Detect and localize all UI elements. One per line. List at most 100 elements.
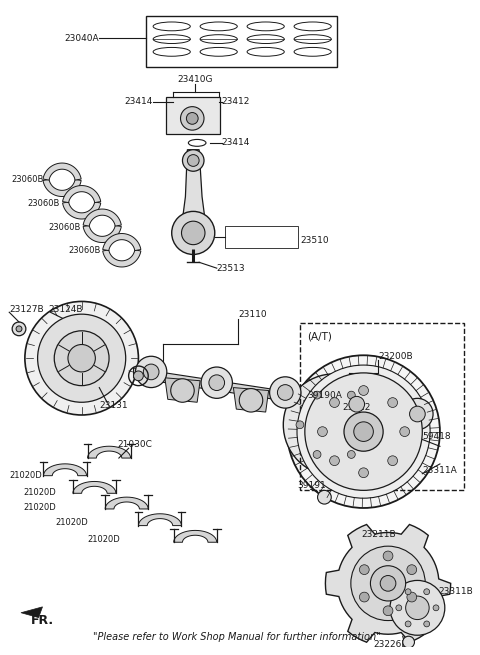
Circle shape xyxy=(383,551,393,561)
Text: 23510: 23510 xyxy=(300,236,329,245)
Text: 23414: 23414 xyxy=(222,138,250,147)
Circle shape xyxy=(277,384,293,400)
Text: 23060B: 23060B xyxy=(28,199,60,208)
Text: 23212: 23212 xyxy=(342,403,371,411)
Polygon shape xyxy=(83,225,121,242)
Text: 39190A: 39190A xyxy=(307,391,342,400)
Circle shape xyxy=(390,580,445,635)
Text: 23127B: 23127B xyxy=(9,305,44,314)
Text: FR.: FR. xyxy=(31,614,54,627)
Circle shape xyxy=(296,421,304,428)
Circle shape xyxy=(409,406,425,422)
Text: 23110: 23110 xyxy=(238,310,267,319)
Bar xyxy=(166,97,220,134)
Circle shape xyxy=(359,386,369,396)
Text: 23226B: 23226B xyxy=(373,639,408,648)
Text: 23200B: 23200B xyxy=(378,352,413,361)
Circle shape xyxy=(186,113,198,124)
Circle shape xyxy=(201,367,232,398)
Circle shape xyxy=(287,355,440,508)
Circle shape xyxy=(54,331,109,386)
Polygon shape xyxy=(325,525,451,642)
Polygon shape xyxy=(73,481,116,493)
Polygon shape xyxy=(87,446,131,458)
Text: 21020D: 21020D xyxy=(55,518,88,527)
Circle shape xyxy=(348,391,355,399)
Circle shape xyxy=(406,596,429,620)
Bar xyxy=(225,226,298,248)
Text: 23211B: 23211B xyxy=(361,530,396,539)
Circle shape xyxy=(320,410,349,440)
Circle shape xyxy=(383,606,393,616)
Polygon shape xyxy=(304,400,339,425)
Circle shape xyxy=(403,636,414,648)
Text: 23513: 23513 xyxy=(217,264,245,272)
Circle shape xyxy=(182,150,204,171)
Circle shape xyxy=(37,314,126,402)
Circle shape xyxy=(133,371,144,381)
Circle shape xyxy=(12,322,26,336)
Polygon shape xyxy=(138,514,181,525)
Text: 21030C: 21030C xyxy=(117,440,152,449)
Text: (A/T): (A/T) xyxy=(308,332,333,342)
Text: 21020D: 21020D xyxy=(87,534,120,544)
Circle shape xyxy=(424,589,430,595)
Circle shape xyxy=(313,451,321,458)
Circle shape xyxy=(351,546,425,620)
Circle shape xyxy=(313,391,321,399)
Text: 23311A: 23311A xyxy=(422,466,457,476)
Circle shape xyxy=(297,365,430,498)
Polygon shape xyxy=(103,250,141,267)
Circle shape xyxy=(388,456,397,466)
Polygon shape xyxy=(103,234,141,251)
Text: 21020D: 21020D xyxy=(9,471,42,480)
Circle shape xyxy=(400,427,409,436)
Circle shape xyxy=(270,377,301,408)
Circle shape xyxy=(209,375,225,390)
Polygon shape xyxy=(83,209,121,226)
Text: 23060B: 23060B xyxy=(11,175,44,183)
Circle shape xyxy=(354,422,373,441)
Circle shape xyxy=(25,301,138,415)
Text: "Please refer to Work Shop Manual for further information": "Please refer to Work Shop Manual for fu… xyxy=(93,632,380,642)
Circle shape xyxy=(349,396,364,412)
Circle shape xyxy=(360,592,369,602)
Circle shape xyxy=(433,605,439,610)
Bar xyxy=(300,323,464,490)
Circle shape xyxy=(405,589,411,595)
Text: 23124B: 23124B xyxy=(48,305,83,314)
Circle shape xyxy=(181,221,205,245)
Circle shape xyxy=(180,107,204,130)
Circle shape xyxy=(239,388,263,412)
Text: 39191: 39191 xyxy=(297,481,326,490)
Circle shape xyxy=(68,345,96,372)
Polygon shape xyxy=(180,150,207,241)
Circle shape xyxy=(305,373,422,491)
Circle shape xyxy=(318,427,327,436)
Circle shape xyxy=(396,605,402,610)
Polygon shape xyxy=(133,368,422,422)
Circle shape xyxy=(341,388,372,420)
Polygon shape xyxy=(62,185,101,202)
Text: 23410G: 23410G xyxy=(178,75,213,84)
Circle shape xyxy=(371,566,406,601)
Text: 23060B: 23060B xyxy=(48,223,81,232)
Text: 21020D: 21020D xyxy=(23,502,56,512)
Circle shape xyxy=(407,592,417,602)
Text: 23414: 23414 xyxy=(125,97,153,106)
Circle shape xyxy=(348,451,355,458)
Circle shape xyxy=(380,576,396,591)
Circle shape xyxy=(172,212,215,254)
Circle shape xyxy=(318,491,331,504)
Text: 23060B: 23060B xyxy=(68,246,100,255)
Polygon shape xyxy=(174,531,217,542)
Circle shape xyxy=(360,565,369,574)
Circle shape xyxy=(283,374,385,476)
Bar xyxy=(146,16,337,67)
Text: 23412: 23412 xyxy=(222,97,250,106)
Polygon shape xyxy=(21,607,43,618)
Circle shape xyxy=(388,398,397,407)
Circle shape xyxy=(330,456,339,466)
Circle shape xyxy=(424,621,430,627)
Circle shape xyxy=(171,379,194,402)
